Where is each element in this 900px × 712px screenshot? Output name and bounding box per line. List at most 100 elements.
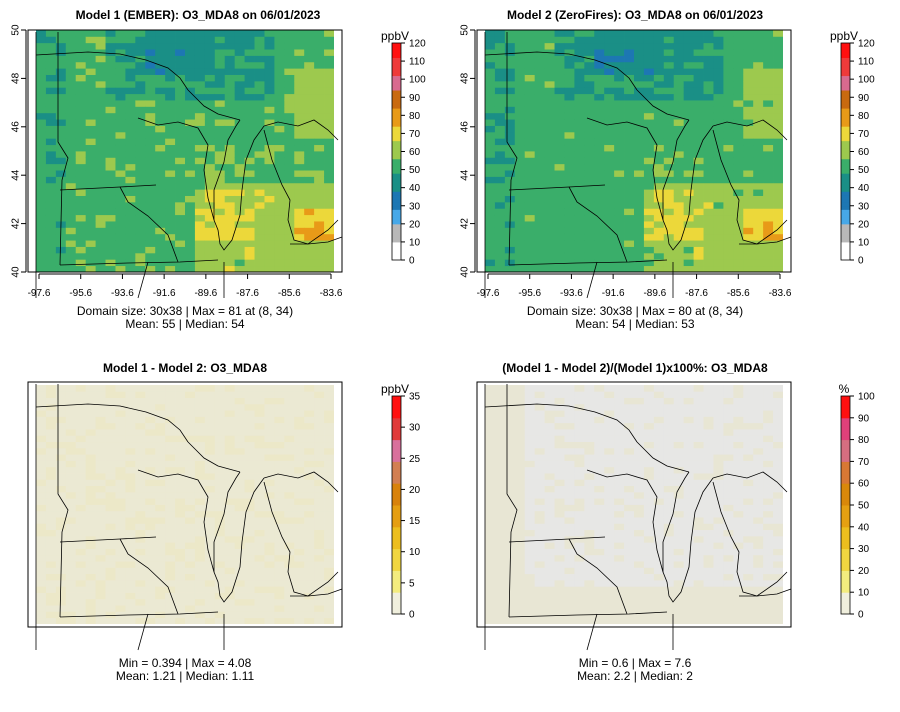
- grid-cell: [704, 253, 714, 260]
- grid-cell: [564, 479, 574, 486]
- grid-cell: [515, 170, 525, 177]
- grid-cell: [145, 479, 155, 486]
- grid-cell: [684, 113, 694, 120]
- grid-cell: [584, 43, 594, 50]
- grid-cell: [205, 234, 215, 241]
- grid-cell: [304, 208, 314, 215]
- grid-cell: [155, 75, 165, 82]
- grid-cell: [495, 574, 505, 581]
- grid-cell: [733, 542, 743, 549]
- grid-cell: [314, 62, 324, 69]
- grid-cell: [215, 138, 225, 145]
- grid-cell: [304, 43, 314, 50]
- grid-cell: [674, 49, 684, 56]
- grid-cell: [684, 151, 694, 158]
- grid-cell: [96, 398, 106, 405]
- grid-cell: [564, 574, 574, 581]
- grid-cell: [135, 145, 145, 152]
- grid-cell: [264, 68, 274, 75]
- grid-cell: [36, 460, 46, 467]
- grid-cell: [225, 55, 235, 62]
- grid-cell: [274, 49, 284, 56]
- colorbar-segment: [841, 541, 850, 545]
- grid-cell: [304, 435, 314, 442]
- grid-cell: [175, 505, 185, 512]
- colorbar-tick-label: 40: [858, 183, 870, 194]
- colorbar-segment: [392, 407, 401, 411]
- grid-cell: [56, 416, 66, 423]
- grid-cell: [584, 385, 594, 392]
- grid-cell: [733, 385, 743, 392]
- grid-cell: [155, 454, 165, 461]
- grid-cell: [36, 36, 46, 43]
- grid-cell: [106, 505, 116, 512]
- grid-cell: [733, 517, 743, 524]
- grid-cell: [175, 574, 185, 581]
- grid-cell: [284, 511, 294, 518]
- grid-cell: [733, 100, 743, 107]
- grid-cell: [485, 157, 495, 164]
- grid-cell: [264, 530, 274, 537]
- grid-cell: [284, 49, 294, 56]
- grid-cell: [264, 574, 274, 581]
- grid-cell: [584, 416, 594, 423]
- grid-cell: [56, 138, 66, 145]
- grid-cell: [624, 94, 634, 101]
- grid-cell: [106, 259, 116, 266]
- grid-cell: [763, 43, 773, 50]
- grid-cell: [574, 398, 584, 405]
- grid-cell: [545, 479, 555, 486]
- grid-cell: [165, 454, 175, 461]
- grid-cell: [515, 176, 525, 183]
- grid-cell: [125, 574, 135, 581]
- grid-cell: [654, 479, 664, 486]
- grid-cell: [76, 94, 86, 101]
- grid-cell: [594, 423, 604, 430]
- grid-cell: [274, 580, 284, 587]
- grid-cell: [235, 247, 245, 254]
- grid-cell: [624, 567, 634, 574]
- grid-cell: [594, 113, 604, 120]
- grid-cell: [525, 511, 535, 518]
- grid-cell: [155, 442, 165, 449]
- grid-cell: [235, 55, 245, 62]
- grid-cell: [76, 113, 86, 120]
- grid-cell: [274, 498, 284, 505]
- grid-cell: [76, 517, 86, 524]
- grid-cell: [584, 106, 594, 113]
- grid-cell: [535, 113, 545, 120]
- grid-cell: [294, 49, 304, 56]
- grid-cell: [76, 523, 86, 530]
- colorbar-segment: [392, 443, 401, 447]
- grid-cell: [574, 473, 584, 480]
- grid-cell: [185, 561, 195, 568]
- grid-cell: [624, 536, 634, 543]
- grid-cell: [515, 410, 525, 417]
- grid-cell: [763, 221, 773, 228]
- grid-cell: [245, 81, 255, 88]
- grid-cell: [215, 81, 225, 88]
- grid-cell: [255, 94, 265, 101]
- colorbar-tick-label: 50: [858, 165, 870, 176]
- grid-cell: [733, 492, 743, 499]
- grid-cell: [225, 75, 235, 82]
- grid-cell: [255, 170, 265, 177]
- grid-cell: [555, 266, 565, 273]
- grid-cell: [175, 196, 185, 203]
- grid-cell: [713, 479, 723, 486]
- grid-cell: [495, 429, 505, 436]
- grid-cell: [505, 119, 515, 126]
- grid-cell: [155, 593, 165, 600]
- grid-cell: [205, 429, 215, 436]
- grid-cell: [135, 486, 145, 493]
- grid-cell: [704, 151, 714, 158]
- grid-cell: [594, 492, 604, 499]
- grid-cell: [255, 43, 265, 50]
- grid-cell: [535, 398, 545, 405]
- grid-cell: [245, 106, 255, 113]
- grid-cell: [594, 49, 604, 56]
- grid-cell: [763, 87, 773, 94]
- grid-cell: [763, 486, 773, 493]
- grid-cell: [175, 240, 185, 247]
- grid-cell: [664, 68, 674, 75]
